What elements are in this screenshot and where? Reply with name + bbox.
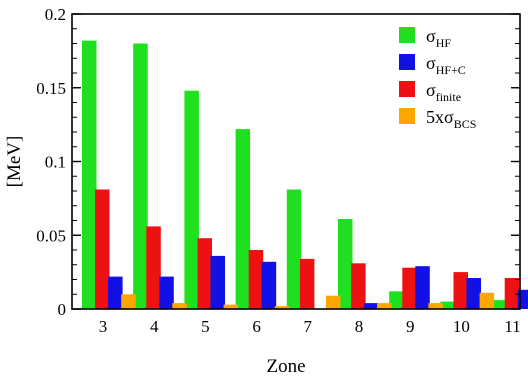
bar-bcs-zone-9 xyxy=(428,303,443,309)
x-tick-label: 8 xyxy=(355,317,364,336)
legend-label: 5xσBCS xyxy=(426,107,476,131)
bar-finite-zone-5 xyxy=(197,238,212,309)
bar-finite-zone-6 xyxy=(248,250,264,309)
bar-hf-zone-10 xyxy=(440,301,455,309)
bar-finite-zone-4 xyxy=(146,226,161,309)
bar-bcs-zone-6 xyxy=(274,306,290,309)
bar-hfc-zone-11 xyxy=(517,289,528,309)
bar-hfc-zone-8 xyxy=(364,303,379,309)
bar-bcs-zone-7 xyxy=(325,295,341,309)
bar-hf-zone-9 xyxy=(389,291,404,309)
bar-finite-zone-10 xyxy=(453,272,468,309)
x-tick-label: 11 xyxy=(504,317,520,336)
bar-finite-zone-3 xyxy=(95,189,110,309)
bar-finite-zone-9 xyxy=(402,267,417,309)
legend-swatch xyxy=(399,81,415,97)
legend-label: σfinite xyxy=(426,80,461,104)
bar-hf-zone-5 xyxy=(184,90,199,309)
bar-hfc-zone-6 xyxy=(261,261,277,309)
x-axis-label: Zone xyxy=(266,356,305,377)
bar-hf-zone-3 xyxy=(82,40,97,309)
x-tick-label: 10 xyxy=(453,317,470,336)
bar-bcs-zone-8 xyxy=(377,303,392,309)
x-tick-label: 7 xyxy=(304,317,313,336)
bar-hfc-zone-9 xyxy=(415,266,430,309)
x-tick-label: 6 xyxy=(252,317,261,336)
bar-bcs-zone-10 xyxy=(479,292,495,309)
bar-bcs-zone-5 xyxy=(223,304,239,309)
y-tick-label: 0.05 xyxy=(36,226,66,245)
bar-bcs-zone-4 xyxy=(172,303,187,309)
bar-hf-zone-6 xyxy=(235,129,251,309)
y-axis-label: [MeV] xyxy=(4,136,25,188)
bar-hfc-zone-3 xyxy=(108,276,123,309)
x-tick-label: 3 xyxy=(99,317,108,336)
bar-hf-zone-7 xyxy=(286,189,302,309)
bar-finite-zone-11 xyxy=(504,278,520,309)
bar-finite-zone-7 xyxy=(299,258,315,309)
axis-ticks: 0 0.05 0.1 0.15 0.2 3 4 5 6 7 8 9 10 11 xyxy=(36,5,521,336)
bar-hf-zone-8 xyxy=(338,219,353,309)
x-tick-label: 4 xyxy=(150,317,159,336)
legend: σHF σHF+C σfinite 5xσBCS xyxy=(399,26,476,131)
bars xyxy=(82,40,528,310)
bar-hfc-zone-5 xyxy=(210,255,225,309)
bar-hfc-zone-4 xyxy=(159,276,174,309)
bar-bcs-zone-3 xyxy=(121,294,136,310)
legend-label: σHF xyxy=(426,26,451,50)
bar-hf-zone-4 xyxy=(133,43,148,309)
bar-finite-zone-8 xyxy=(351,263,366,309)
legend-swatch xyxy=(399,54,415,70)
legend-swatch xyxy=(399,108,415,124)
bar-hfc-zone-10 xyxy=(466,278,481,309)
y-tick-label: 0.1 xyxy=(45,153,66,172)
x-tick-label: 5 xyxy=(201,317,210,336)
y-tick-label: 0 xyxy=(58,300,67,319)
y-tick-label: 0.15 xyxy=(36,79,66,98)
y-tick-label: 0.2 xyxy=(45,5,66,24)
bar-hf-zone-11 xyxy=(491,300,507,309)
x-tick-label: 9 xyxy=(406,317,415,336)
legend-swatch xyxy=(399,27,415,43)
legend-label: σHF+C xyxy=(426,53,466,77)
plot-frame xyxy=(71,13,521,310)
